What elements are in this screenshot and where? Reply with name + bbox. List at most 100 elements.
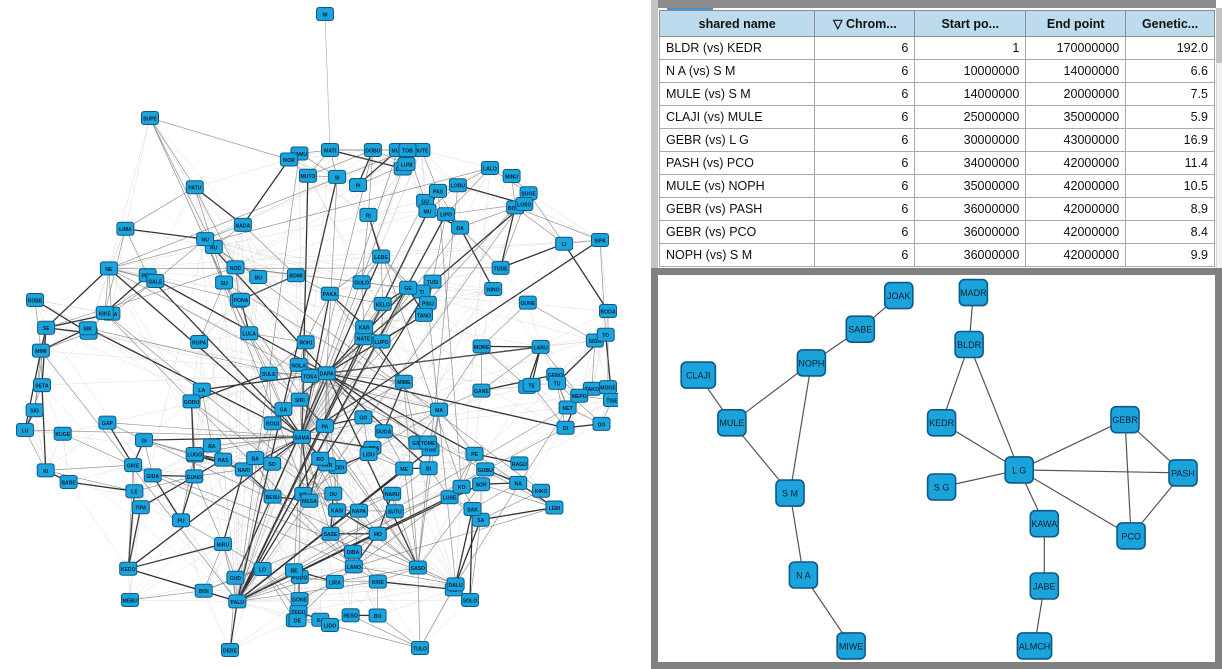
svg-text:DI: DI bbox=[563, 426, 569, 432]
svg-text:MU: MU bbox=[424, 209, 432, 215]
svg-text:GIDA: GIDA bbox=[146, 474, 159, 480]
svg-text:MOGE: MOGE bbox=[600, 386, 616, 392]
svg-text:SO: SO bbox=[268, 462, 275, 468]
svg-text:LOSO: LOSO bbox=[517, 202, 531, 208]
svg-text:LULA: LULA bbox=[242, 332, 256, 338]
svg-text:GONE: GONE bbox=[292, 598, 308, 604]
svg-text:MESA: MESA bbox=[302, 499, 317, 505]
svg-text:SIRI: SIRI bbox=[295, 398, 305, 404]
svg-text:PATU: PATU bbox=[188, 186, 201, 192]
svg-text:KEDO: KEDO bbox=[121, 567, 136, 573]
svg-text:SASE: SASE bbox=[324, 532, 338, 538]
svg-text:PCO: PCO bbox=[1121, 531, 1141, 541]
svg-text:BLDR: BLDR bbox=[957, 340, 982, 350]
svg-text:SE: SE bbox=[43, 326, 50, 332]
svg-text:GE: GE bbox=[404, 286, 412, 292]
svg-text:DUGA: DUGA bbox=[376, 430, 391, 436]
svg-text:NA: NA bbox=[515, 481, 523, 487]
svg-text:ME: ME bbox=[400, 467, 408, 473]
svg-text:LUPO: LUPO bbox=[374, 340, 388, 346]
svg-text:TULO: TULO bbox=[413, 646, 427, 652]
svg-text:KELO: KELO bbox=[376, 302, 390, 308]
svg-text:LI: LI bbox=[562, 242, 567, 248]
svg-text:BISI: BISI bbox=[199, 589, 209, 595]
svg-text:JOAK: JOAK bbox=[887, 291, 911, 301]
svg-text:LIDU: LIDU bbox=[363, 452, 375, 458]
svg-text:TE: TE bbox=[528, 383, 535, 389]
svg-text:CLAJI: CLAJI bbox=[686, 371, 711, 381]
svg-text:DO: DO bbox=[598, 422, 606, 428]
svg-text:DAPA: DAPA bbox=[320, 372, 334, 378]
svg-text:BODA: BODA bbox=[601, 309, 616, 315]
svg-text:BO: BO bbox=[374, 614, 382, 620]
svg-text:NOLA: NOLA bbox=[291, 363, 306, 369]
svg-text:PA: PA bbox=[322, 424, 329, 430]
svg-text:SUGE: SUGE bbox=[521, 192, 536, 198]
svg-text:GULO: GULO bbox=[354, 281, 369, 287]
svg-text:GUBU: GUBU bbox=[478, 468, 493, 474]
svg-text:PISU: PISU bbox=[422, 301, 434, 307]
svg-text:MO: MO bbox=[374, 532, 382, 538]
svg-text:BU: BU bbox=[255, 275, 263, 281]
svg-text:NATE: NATE bbox=[357, 337, 371, 343]
svg-text:TOB: TOB bbox=[402, 148, 413, 154]
svg-text:NARI: NARI bbox=[238, 468, 251, 474]
svg-text:ALMCH: ALMCH bbox=[1019, 641, 1051, 651]
svg-text:DERE: DERE bbox=[223, 648, 238, 654]
svg-text:SAMA: SAMA bbox=[294, 435, 309, 441]
svg-text:TUDE: TUDE bbox=[494, 266, 508, 272]
svg-text:LORU: LORU bbox=[451, 184, 466, 190]
svg-text:SETA: SETA bbox=[35, 384, 49, 390]
svg-text:RU: RU bbox=[210, 245, 218, 251]
svg-text:LU: LU bbox=[22, 428, 29, 434]
svg-text:SI: SI bbox=[335, 175, 340, 181]
svg-text:BE: BE bbox=[290, 569, 298, 575]
svg-text:RA: RA bbox=[208, 444, 216, 450]
svg-text:MA: MA bbox=[435, 408, 443, 414]
svg-text:MUTO: MUTO bbox=[300, 174, 315, 180]
svg-text:LIPO: LIPO bbox=[440, 213, 452, 219]
svg-text:SULE: SULE bbox=[262, 372, 276, 378]
svg-text:GO: GO bbox=[359, 416, 367, 422]
svg-text:GEBR: GEBR bbox=[1112, 415, 1138, 425]
svg-text:GUNO: GUNO bbox=[187, 475, 202, 481]
svg-text:RAS: RAS bbox=[218, 458, 229, 464]
svg-text:NOD: NOD bbox=[230, 266, 242, 272]
svg-text:NAPA: NAPA bbox=[352, 509, 366, 515]
svg-text:PI: PI bbox=[356, 183, 361, 189]
svg-text:RUPA: RUPA bbox=[192, 340, 206, 346]
svg-text:DU: DU bbox=[330, 492, 338, 498]
svg-text:PONA: PONA bbox=[234, 298, 249, 304]
svg-text:SA: SA bbox=[477, 518, 484, 524]
svg-text:KIKE: KIKE bbox=[99, 311, 112, 317]
svg-text:LUNI: LUNI bbox=[401, 162, 413, 168]
svg-text:KASI: KASI bbox=[331, 509, 344, 515]
svg-text:KIKO: KIKO bbox=[535, 489, 548, 495]
svg-text:TO: TO bbox=[602, 333, 609, 339]
svg-text:PU: PU bbox=[177, 519, 184, 525]
svg-text:DALU: DALU bbox=[449, 583, 463, 589]
svg-text:BA: BA bbox=[252, 457, 260, 463]
svg-text:NIRU: NIRU bbox=[217, 542, 230, 548]
svg-text:DE: DE bbox=[294, 619, 302, 625]
svg-text:SABE: SABE bbox=[848, 325, 872, 335]
svg-text:N A: N A bbox=[796, 570, 811, 580]
svg-text:LIDO: LIDO bbox=[324, 623, 336, 629]
svg-text:LALO: LALO bbox=[483, 166, 497, 172]
svg-text:MIME: MIME bbox=[397, 380, 411, 386]
svg-text:BESU: BESU bbox=[266, 495, 280, 501]
svg-text:PAKA: PAKA bbox=[323, 292, 337, 298]
svg-text:NINO: NINO bbox=[487, 287, 500, 293]
svg-text:GI: GI bbox=[141, 439, 147, 445]
svg-text:KI: KI bbox=[43, 469, 49, 475]
svg-text:S M: S M bbox=[782, 489, 798, 499]
svg-text:TISE: TISE bbox=[606, 398, 618, 404]
svg-text:LARU: LARU bbox=[534, 345, 548, 351]
svg-text:TI: TI bbox=[419, 290, 424, 296]
svg-text:MIMI: MIMI bbox=[35, 349, 47, 355]
svg-text:LUGO: LUGO bbox=[187, 452, 202, 458]
svg-text:LIMA: LIMA bbox=[119, 227, 132, 233]
svg-text:MORE: MORE bbox=[474, 345, 490, 351]
svg-text:NI: NI bbox=[322, 12, 328, 18]
svg-text:SIG: SIG bbox=[30, 409, 39, 415]
